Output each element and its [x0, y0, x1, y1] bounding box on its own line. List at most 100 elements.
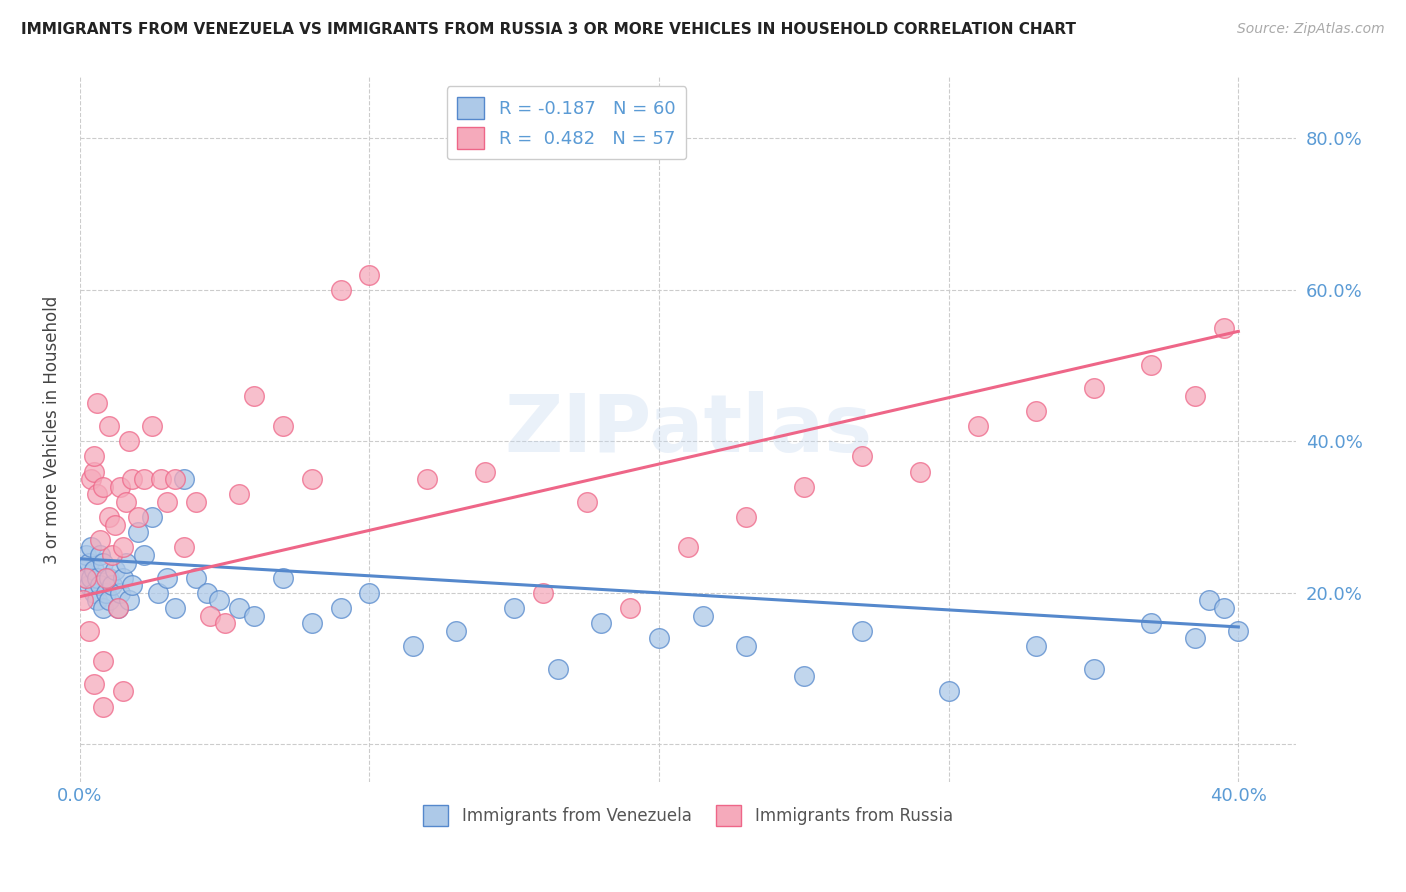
Point	[100, 578, 122, 592]
Legend: Immigrants from Venezuela, Immigrants from Russia: Immigrants from Venezuela, Immigrants fr…	[415, 797, 962, 834]
Point	[83, 677, 105, 691]
Point	[329, 601, 352, 615]
Point	[1212, 601, 1234, 615]
Point	[1083, 662, 1105, 676]
Point	[72, 593, 94, 607]
Text: Source: ZipAtlas.com: Source: ZipAtlas.com	[1237, 22, 1385, 37]
Point	[966, 419, 988, 434]
Point	[83, 563, 105, 577]
Point	[77, 556, 100, 570]
Point	[112, 684, 135, 698]
Text: ZIPatlas: ZIPatlas	[503, 391, 872, 469]
Point	[735, 510, 758, 524]
Point	[692, 608, 714, 623]
Point	[1184, 632, 1206, 646]
Point	[228, 487, 250, 501]
Point	[173, 472, 195, 486]
Point	[77, 624, 100, 638]
Point	[86, 593, 108, 607]
Point	[1140, 616, 1163, 631]
Point	[72, 563, 94, 577]
Point	[80, 571, 103, 585]
Point	[1227, 624, 1250, 638]
Point	[214, 616, 236, 631]
Point	[547, 662, 569, 676]
Point	[156, 495, 179, 509]
Point	[851, 450, 873, 464]
Point	[83, 465, 105, 479]
Point	[1198, 593, 1220, 607]
Point	[97, 571, 120, 585]
Point	[402, 639, 425, 653]
Point	[107, 601, 129, 615]
Point	[149, 472, 172, 486]
Point	[118, 593, 141, 607]
Point	[575, 495, 598, 509]
Point	[228, 601, 250, 615]
Point	[83, 450, 105, 464]
Point	[908, 465, 931, 479]
Point	[676, 541, 699, 555]
Point	[97, 510, 120, 524]
Point	[165, 472, 187, 486]
Point	[110, 480, 132, 494]
Point	[1184, 389, 1206, 403]
Point	[648, 632, 671, 646]
Point	[91, 601, 114, 615]
Y-axis label: 3 or more Vehicles in Household: 3 or more Vehicles in Household	[44, 296, 60, 564]
Point	[104, 563, 127, 577]
Point	[86, 571, 108, 585]
Point	[242, 389, 264, 403]
Point	[75, 548, 97, 562]
Point	[173, 541, 195, 555]
Point	[94, 586, 117, 600]
Point	[107, 601, 129, 615]
Point	[115, 556, 138, 570]
Point	[242, 608, 264, 623]
Point	[110, 586, 132, 600]
Point	[104, 517, 127, 532]
Point	[141, 510, 163, 524]
Point	[1212, 320, 1234, 334]
Point	[118, 434, 141, 449]
Point	[91, 654, 114, 668]
Point	[112, 571, 135, 585]
Point	[156, 571, 179, 585]
Point	[1025, 639, 1047, 653]
Point	[121, 472, 143, 486]
Point	[112, 541, 135, 555]
Point	[91, 556, 114, 570]
Point	[446, 624, 468, 638]
Point	[86, 487, 108, 501]
Point	[195, 586, 218, 600]
Point	[127, 525, 149, 540]
Point	[80, 541, 103, 555]
Point	[184, 571, 207, 585]
Point	[184, 495, 207, 509]
Point	[851, 624, 873, 638]
Point	[619, 601, 641, 615]
Point	[89, 533, 111, 547]
Point	[301, 472, 323, 486]
Point	[89, 548, 111, 562]
Point	[416, 472, 439, 486]
Point	[89, 578, 111, 592]
Point	[200, 608, 222, 623]
Point	[121, 578, 143, 592]
Point	[77, 578, 100, 592]
Point	[80, 472, 103, 486]
Point	[735, 639, 758, 653]
Point	[83, 586, 105, 600]
Point	[100, 548, 122, 562]
Point	[91, 699, 114, 714]
Point	[86, 396, 108, 410]
Point	[165, 601, 187, 615]
Point	[141, 419, 163, 434]
Point	[793, 480, 815, 494]
Point	[938, 684, 960, 698]
Point	[1025, 404, 1047, 418]
Point	[132, 472, 155, 486]
Point	[146, 586, 169, 600]
Point	[591, 616, 613, 631]
Point	[208, 593, 231, 607]
